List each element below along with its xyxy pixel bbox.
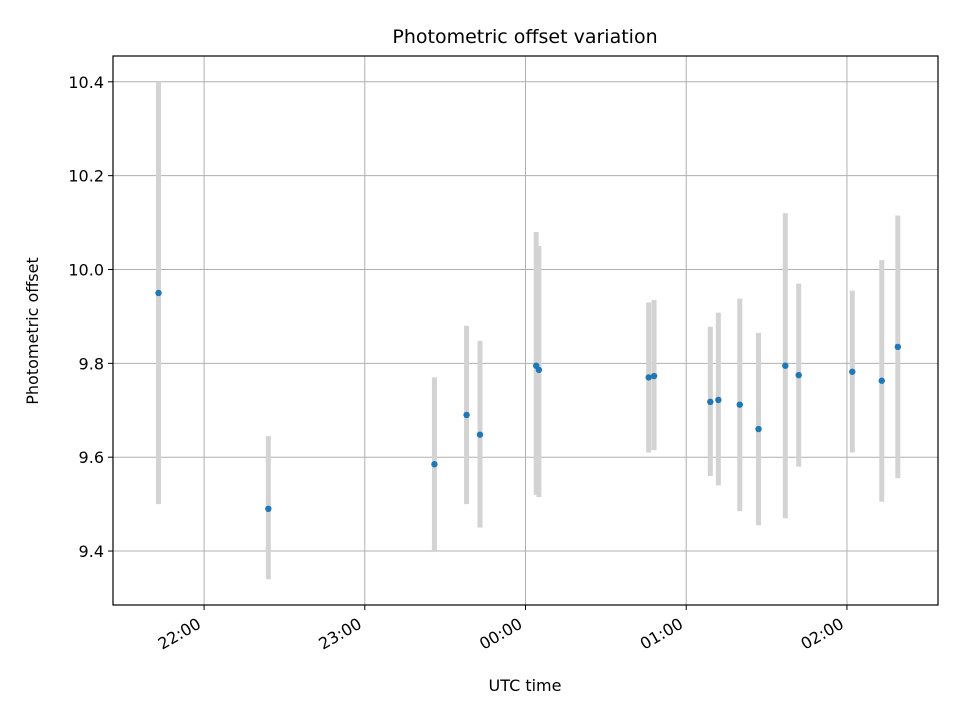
data-point: [645, 374, 652, 381]
data-point: [707, 398, 714, 406]
x-axis-title: UTC time: [489, 676, 562, 695]
data-point: [155, 289, 162, 297]
data-point: [878, 377, 885, 384]
data-point: [755, 425, 762, 433]
chart-title: Photometric offset variation: [392, 26, 657, 48]
y-tick-label: 9.4: [79, 542, 104, 561]
y-axis-title: Photometric offset: [23, 257, 42, 405]
data-point: [782, 362, 789, 369]
data-point: [463, 411, 470, 419]
y-tick-label: 10.2: [68, 167, 104, 186]
data-point: [535, 366, 543, 374]
y-tick-label: 9.6: [79, 448, 104, 467]
y-tick-label: 10.0: [68, 261, 104, 280]
y-axis: 9.4 9.6 9.8 10.0 10.2 10.4: [68, 73, 113, 561]
data-point: [736, 401, 743, 408]
y-tick-label: 10.4: [68, 73, 104, 92]
data-point: [795, 371, 802, 379]
data-point: [849, 368, 856, 375]
data-point: [894, 343, 902, 351]
data-point: [265, 505, 272, 513]
data-point: [476, 431, 484, 438]
data-point: [431, 461, 438, 468]
data-point: [650, 372, 658, 380]
y-tick-label: 9.8: [79, 354, 104, 373]
data-point: [715, 396, 722, 404]
data-points: [155, 289, 902, 513]
